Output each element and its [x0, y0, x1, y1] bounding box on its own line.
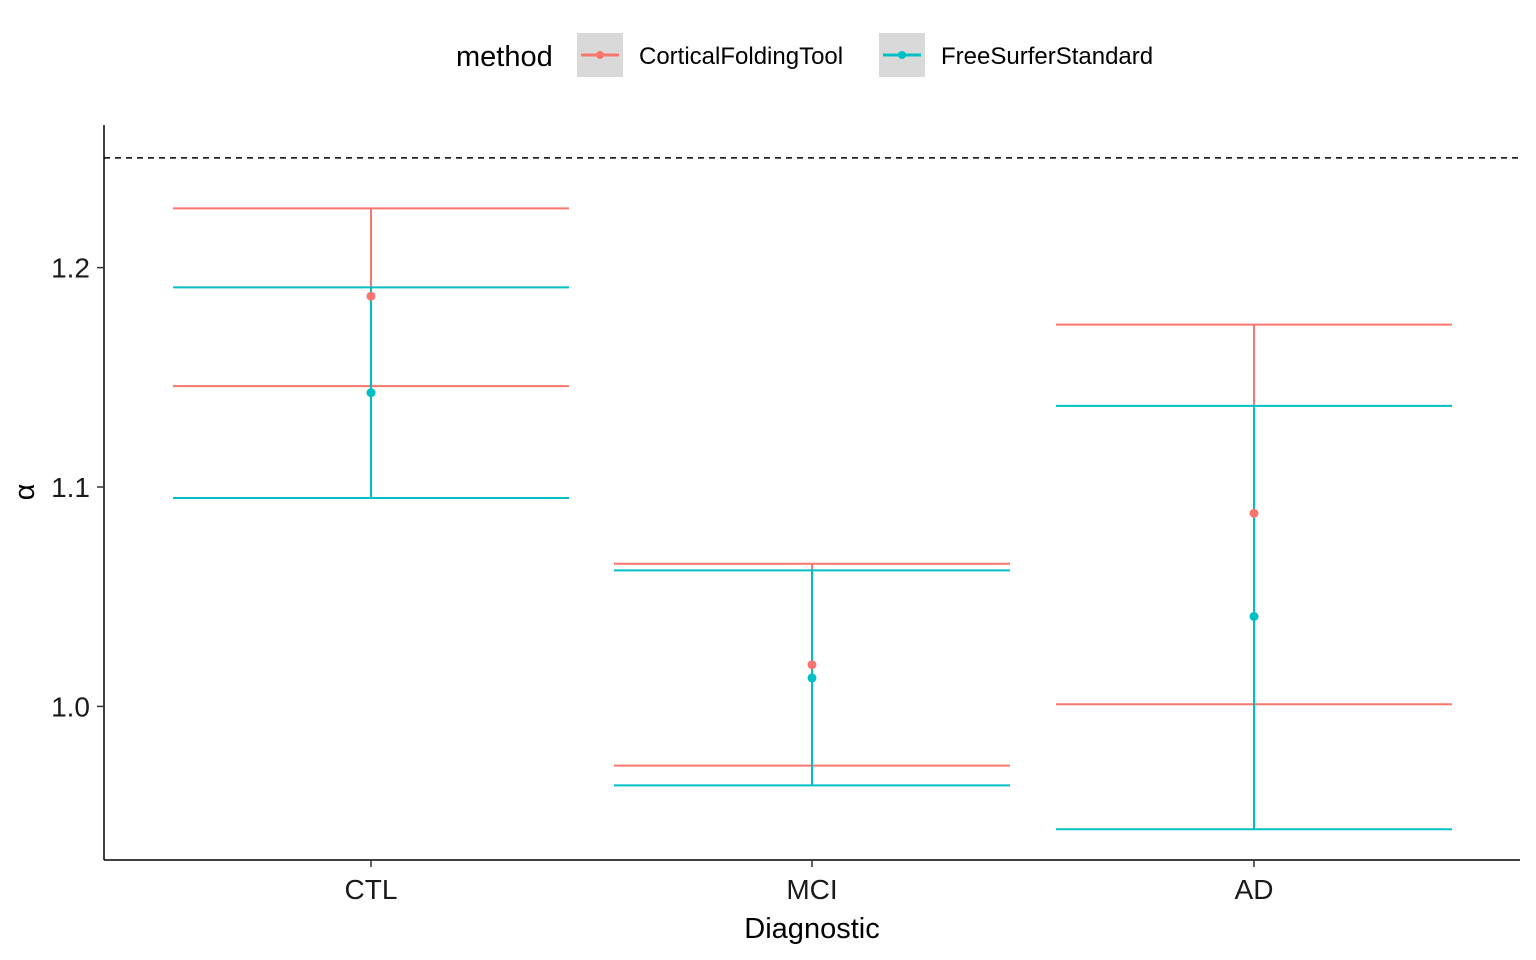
legend: method CorticalFoldingTool FreeSurferSta… — [456, 33, 1153, 77]
y-axis-ticks: 1.0 1.1 1.2 — [51, 253, 104, 722]
data-point-corticalfoldingtool — [1249, 508, 1259, 518]
legend-key-point — [596, 51, 604, 59]
legend-title: method — [456, 41, 553, 73]
data-point-freesurferstandard — [366, 388, 376, 398]
x-axis-title: Diagnostic — [744, 913, 879, 945]
x-tick-label: CTL — [345, 874, 398, 905]
x-axis-ticks: CTL MCI AD — [345, 860, 1274, 905]
series-freesurferstandard — [173, 286, 1452, 831]
x-tick-label: AD — [1235, 874, 1274, 905]
points-layer — [366, 291, 1259, 683]
data-point-freesurferstandard — [807, 673, 817, 683]
y-tick-label: 1.0 — [51, 691, 90, 722]
legend-label-corticalfoldingtool: CorticalFoldingTool — [639, 43, 843, 70]
data-point-corticalfoldingtool — [807, 660, 817, 670]
data-point-freesurferstandard — [1249, 611, 1259, 621]
x-tick-label: MCI — [786, 874, 837, 905]
legend-item-freesurferstandard: FreeSurferStandard — [879, 33, 1153, 77]
series-layer — [173, 207, 1452, 831]
y-tick-label: 1.1 — [51, 472, 90, 503]
data-point-corticalfoldingtool — [366, 291, 376, 301]
legend-label-freesurferstandard: FreeSurferStandard — [941, 43, 1153, 70]
y-tick-label: 1.2 — [51, 253, 90, 284]
y-axis-title: α — [9, 484, 41, 501]
legend-key-point — [898, 51, 906, 59]
legend-item-corticalfoldingtool: CorticalFoldingTool — [577, 33, 843, 77]
